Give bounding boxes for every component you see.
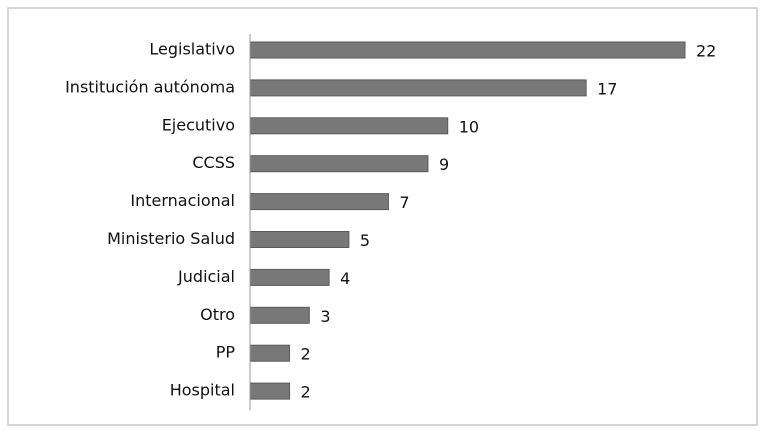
bar [249,306,310,324]
category-label: Internacional [130,191,235,210]
data-label: 9 [439,155,449,174]
data-label: 7 [399,193,409,212]
bar [249,193,389,211]
bar [249,382,291,400]
bar [249,344,291,362]
bar [249,268,330,286]
category-label: Judicial [177,267,235,286]
category-label: PP [216,343,236,362]
data-label: 2 [301,345,311,364]
bar [249,41,686,59]
data-label: 10 [459,117,479,136]
category-label: Legislativo [149,40,235,59]
bar [249,231,350,248]
category-label: Hospital [170,381,235,400]
data-label: 17 [597,79,617,98]
data-label: 3 [320,307,330,326]
data-label: 5 [360,231,370,250]
bar [249,117,449,135]
category-label: Institución autónoma [65,77,235,96]
category-label: Ejecutivo [162,115,235,134]
data-label: 22 [696,42,716,61]
category-label: Otro [200,305,235,324]
bar [249,155,429,173]
bar [249,79,587,97]
category-label: Ministerio Salud [107,229,235,248]
data-label: 4 [340,269,350,288]
category-label: CCSS [192,153,235,172]
chart-frame [7,7,758,426]
data-label: 2 [301,383,311,402]
